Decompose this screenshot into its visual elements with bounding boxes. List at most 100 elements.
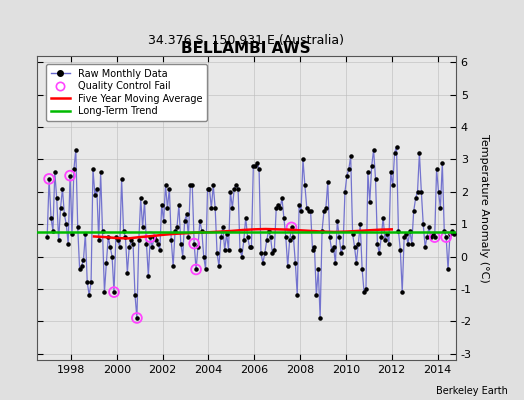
Point (408, 240, 416, 247)
Point (257, 250, 265, 256)
Point (293, 292, 301, 298)
Point (442, 234, 450, 240)
Point (425, 224, 433, 231)
Point (137, 195, 145, 202)
Point (234, 185, 242, 192)
Point (287, 224, 296, 231)
Point (337, 250, 345, 256)
Point (192, 266, 200, 273)
Point (239, 237, 248, 244)
Point (205, 185, 214, 192)
Point (123, 270, 132, 276)
Point (265, 228, 273, 234)
Point (272, 205, 280, 211)
Point (133, 315, 141, 321)
Point (377, 234, 386, 240)
Point (54, 237, 63, 244)
Point (213, 250, 221, 256)
Point (68, 231, 76, 237)
Point (394, 228, 402, 234)
Point (372, 176, 380, 182)
Point (198, 228, 206, 234)
Point (438, 160, 446, 166)
Point (110, 289, 118, 295)
Point (133, 315, 141, 321)
Point (43, 234, 51, 240)
Point (358, 266, 366, 273)
Point (307, 208, 315, 214)
Point (230, 185, 238, 192)
Title: BELLAMBI AWS: BELLAMBI AWS (181, 41, 311, 56)
Point (135, 237, 143, 244)
Point (291, 260, 300, 266)
Point (89, 166, 97, 172)
Point (114, 237, 122, 244)
Point (121, 234, 129, 240)
Point (274, 202, 282, 208)
Point (195, 218, 204, 224)
Point (236, 247, 244, 253)
Point (331, 260, 340, 266)
Point (47, 214, 55, 221)
Point (335, 234, 343, 240)
Point (278, 195, 286, 202)
Point (402, 231, 410, 237)
Point (161, 182, 170, 188)
Point (169, 263, 177, 270)
Point (207, 205, 215, 211)
Point (328, 247, 336, 253)
Point (396, 247, 405, 253)
Point (398, 289, 407, 295)
Point (174, 202, 183, 208)
Point (375, 250, 384, 256)
Point (427, 234, 435, 240)
Point (184, 234, 193, 240)
Point (301, 182, 309, 188)
Point (352, 260, 361, 266)
Point (314, 266, 322, 273)
Point (179, 253, 187, 260)
Point (222, 231, 231, 237)
Point (312, 292, 321, 298)
Point (232, 182, 241, 188)
Point (127, 237, 135, 244)
Point (406, 228, 414, 234)
Point (333, 218, 342, 224)
Point (253, 160, 261, 166)
Point (270, 247, 279, 253)
Point (266, 234, 275, 240)
Point (87, 279, 95, 286)
Point (167, 237, 176, 244)
Point (366, 198, 374, 205)
Point (177, 240, 185, 247)
Point (281, 234, 290, 240)
Point (112, 234, 120, 240)
Point (381, 237, 389, 244)
Point (447, 228, 456, 234)
Point (131, 292, 139, 298)
Point (108, 253, 116, 260)
Point (224, 247, 233, 253)
Point (276, 205, 284, 211)
Point (387, 169, 395, 176)
Point (388, 182, 397, 188)
Point (140, 198, 149, 205)
Point (81, 231, 90, 237)
Point (142, 240, 150, 247)
Point (255, 166, 263, 172)
Point (316, 315, 324, 321)
Point (436, 205, 444, 211)
Point (373, 240, 381, 247)
Point (117, 176, 126, 182)
Point (308, 247, 316, 253)
Point (431, 234, 439, 240)
Point (194, 244, 202, 250)
Point (238, 253, 246, 260)
Point (383, 231, 391, 237)
Point (346, 153, 355, 160)
Point (434, 189, 443, 195)
Point (200, 253, 208, 260)
Point (190, 240, 199, 247)
Point (152, 237, 160, 244)
Point (318, 228, 326, 234)
